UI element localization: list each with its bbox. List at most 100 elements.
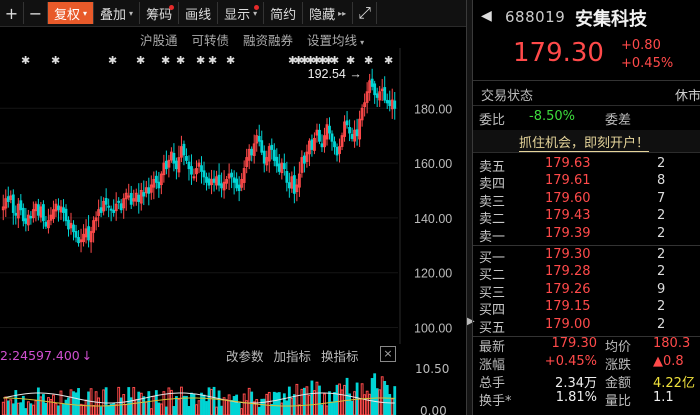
candle: [169, 147, 173, 163]
indicator-button[interactable]: 加指标: [273, 348, 312, 364]
down-arrow-icon: ↓: [81, 347, 93, 363]
candle: [380, 78, 384, 102]
candle: [222, 170, 226, 199]
order-ratio-row: 委比 -8.50% 委差: [473, 105, 700, 131]
candle: [265, 150, 269, 172]
candle: [44, 215, 48, 230]
candle: [350, 127, 354, 142]
level-price: 179.63: [545, 156, 591, 171]
toolbar-button-6[interactable]: 显示 ▾: [218, 2, 265, 24]
toolbar-button-7[interactable]: 简约: [264, 2, 304, 24]
volume-bar: [338, 383, 341, 415]
chart-panel[interactable]: + − 复权 ▾ 叠加 ▾ 筹码 画线 显示 ▾ 简约 隐藏 ▸▸ ⤢ 沪股通 可转债 融资融券 设置均线 ▾ 1…: [0, 0, 466, 415]
submenu-item[interactable]: 融资融券: [243, 30, 293, 49]
level-price: 179.28: [545, 264, 591, 280]
volume-bar: [240, 408, 244, 415]
volume-bar: [245, 400, 249, 415]
candle: [390, 88, 394, 119]
volume-bar: [132, 387, 136, 415]
candle: [200, 156, 203, 184]
event-marker-icon: ✱: [384, 54, 393, 67]
candle: [159, 171, 163, 195]
submenu-item[interactable]: 可转债: [192, 30, 230, 49]
indicator-button[interactable]: 换指标: [321, 348, 359, 364]
volume-bar: [39, 396, 43, 415]
volume-bar: [180, 386, 183, 415]
candle: [335, 143, 339, 162]
volume-bar: [242, 393, 246, 415]
candle: [328, 117, 331, 140]
level-label: 买四: [479, 303, 506, 319]
candle: [252, 134, 256, 164]
close-icon[interactable]: ×: [380, 346, 396, 362]
candle: [343, 115, 346, 142]
event-marker-icon: ✱: [208, 54, 217, 67]
volume-bar: [200, 392, 203, 415]
volume-bar: [232, 396, 236, 415]
volume-bar: [267, 391, 271, 415]
ask-row: 卖五 179.63 2: [473, 156, 700, 175]
event-marker-icon: ✱: [346, 54, 355, 67]
volume-bar: [335, 384, 339, 415]
toolbar-button-5[interactable]: 画线: [179, 2, 219, 24]
volume-bar: [72, 391, 75, 415]
candle: [142, 180, 146, 206]
candle: [94, 211, 98, 231]
submenu-item[interactable]: 设置均线 ▾: [307, 30, 364, 49]
collapse-arrow-icon[interactable]: ▶: [467, 316, 475, 327]
candle: [144, 180, 148, 198]
volume-bar: [6, 400, 10, 415]
submenu-item[interactable]: 沪股通: [140, 30, 178, 49]
volume-bar: [82, 404, 85, 415]
volume-bar: [114, 404, 118, 415]
volume-bar: [370, 378, 374, 415]
expand-button[interactable]: ⤢: [353, 2, 378, 24]
candle: [31, 201, 35, 223]
toolbar-button-4[interactable]: 筹码: [140, 2, 180, 24]
toolbar-label: 叠加: [100, 7, 127, 23]
bid-row: 买五 179.00 2: [473, 316, 700, 336]
double-chevron-right-button[interactable]: 隐藏 ▸▸: [303, 2, 354, 24]
volume-bar: [227, 394, 231, 415]
volume-bar: [16, 402, 20, 415]
y-tick-label: 180.00: [414, 102, 452, 116]
candle: [39, 201, 43, 223]
promo-banner[interactable]: 抓住机会，即刻开户！: [473, 130, 700, 153]
level-volume: 2: [657, 247, 666, 262]
event-marker-icon: ✱: [226, 54, 235, 67]
level-label: 卖五: [479, 160, 506, 175]
ratio-label: 委比: [479, 113, 506, 128]
volume-bar: [175, 396, 178, 415]
stat-label: 总手: [479, 376, 506, 391]
chevron-left-icon[interactable]: ◀: [481, 8, 492, 24]
volume-bar: [169, 389, 173, 415]
candle: [287, 172, 291, 198]
trade-status-label: 交易状态: [481, 89, 534, 104]
toolbar-button-2[interactable]: 复权 ▾: [48, 2, 95, 24]
candle: [305, 144, 309, 168]
candle: [36, 198, 40, 221]
event-marker-icon: ✱: [288, 54, 297, 67]
volume-bar: [92, 404, 96, 415]
minus-button[interactable]: −: [24, 2, 48, 24]
volume-bar: [64, 399, 68, 415]
promo-link[interactable]: 抓住机会，即刻开户！: [519, 132, 650, 152]
level-label: 卖一: [479, 229, 506, 245]
panel-divider[interactable]: ▶: [466, 0, 475, 415]
volume-bar: [167, 387, 171, 415]
indicator-button[interactable]: 改参数: [226, 348, 264, 364]
volume-bar: [195, 404, 198, 415]
volume-bar: [325, 405, 329, 415]
volume-axis-label: 10.50: [415, 362, 450, 376]
volume-bar: [297, 404, 301, 415]
toolbar-button-3[interactable]: 叠加 ▾: [94, 2, 141, 24]
stat-label: 涨幅: [479, 358, 506, 373]
plus-button[interactable]: +: [0, 2, 24, 24]
bid-book: 买一 179.30 2 买二 179.28 2 买三 179.26 9 买四 179.15 2 买五 17…: [473, 247, 700, 337]
volume-bar: [262, 398, 266, 415]
stat-label: 涨跌: [605, 358, 632, 373]
level-price: 179.00: [545, 316, 591, 332]
volume-bar: [197, 400, 201, 415]
event-marker-icon: ✱: [51, 54, 60, 67]
